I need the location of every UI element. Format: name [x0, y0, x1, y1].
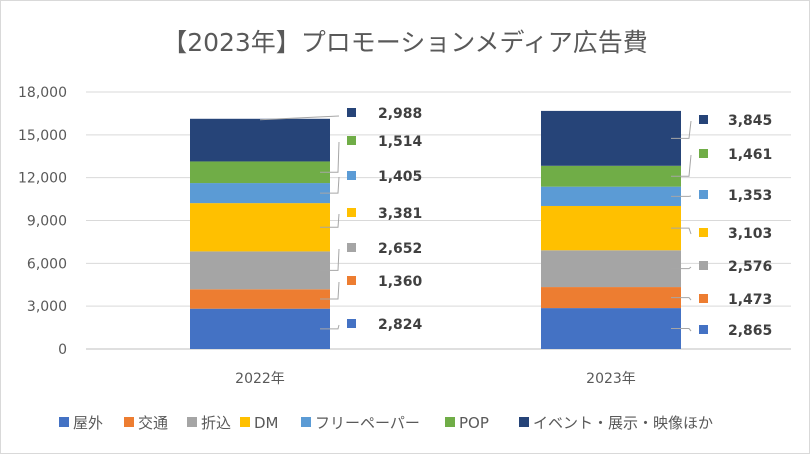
legend-swatch [187, 417, 197, 427]
data-label: 3,845 [728, 113, 772, 129]
bar-segment-1-4 [190, 203, 330, 252]
leader-line [320, 176, 340, 194]
leader-line [671, 297, 692, 301]
y-tick-label: 3,000 [27, 299, 67, 315]
data-label: 2,576 [728, 259, 772, 275]
legend-swatch [445, 417, 455, 427]
label-marker [699, 228, 708, 237]
label-marker [699, 115, 708, 124]
bar-segment-1-6 [190, 161, 330, 184]
bar-segment-2-6 [541, 165, 681, 187]
leader-line [671, 227, 692, 235]
leader-line [320, 281, 340, 300]
bar-segment-2-4 [541, 205, 681, 251]
legend-swatch [124, 417, 134, 427]
data-label: 2,988 [378, 106, 422, 122]
bars [190, 110, 681, 349]
bar-segment-1-2 [190, 289, 330, 309]
y-tick-label: 9,000 [27, 214, 67, 230]
y-tick-label: 0 [58, 342, 67, 358]
label-marker [347, 171, 356, 180]
label-marker [347, 276, 356, 285]
data-labels: 2,824 1,360 2,652 3,381 1,405 1,514 2,988 2,865… [347, 106, 772, 339]
y-tick-label: 18,000 [18, 85, 67, 101]
legend-swatch [301, 417, 311, 427]
label-marker [347, 108, 356, 117]
leader-line [320, 324, 340, 330]
data-label: 1,353 [728, 188, 772, 204]
x-axis: 2022年 2023年 [235, 371, 636, 387]
label-marker [347, 319, 356, 328]
bar-segment-2-7 [541, 110, 681, 166]
label-marker [699, 261, 708, 270]
y-tick-label: 15,000 [18, 128, 67, 144]
data-label: 1,360 [378, 274, 423, 290]
legend-label: フリーペーパー [315, 414, 420, 432]
y-tick-label: 6,000 [27, 256, 67, 272]
bar-segment-1-1 [190, 308, 330, 349]
data-label: 3,103 [728, 226, 772, 242]
data-label: 1,514 [378, 134, 423, 150]
label-marker [699, 149, 708, 158]
leader-line [671, 154, 692, 177]
leader-line [320, 141, 340, 173]
data-label: 1,461 [728, 147, 772, 163]
y-axis: 0 3,000 6,000 9,000 12,000 15,000 18,000 [18, 85, 67, 358]
data-label: 2,865 [728, 323, 772, 339]
legend-label: 折込 [201, 414, 231, 432]
leader-line [259, 115, 340, 121]
bar-segment-2-1 [541, 308, 681, 349]
bar-segment-1-5 [190, 183, 330, 204]
leader-line [671, 328, 692, 332]
label-marker [347, 208, 356, 217]
label-marker [699, 294, 708, 303]
legend-label: POP [459, 414, 489, 432]
legend-label: 屋外 [73, 414, 103, 432]
bar-segment-2-2 [541, 287, 681, 309]
bar-segment-2-5 [541, 186, 681, 206]
leader-line [320, 213, 340, 228]
data-label: 2,824 [378, 317, 423, 333]
chart-title: 【2023年】プロモーションメディア広告費 [162, 28, 648, 57]
legend-swatch [59, 417, 69, 427]
legend-label: 交通 [138, 414, 168, 432]
label-marker [347, 243, 356, 252]
legend-label: DM [254, 414, 279, 432]
label-marker [347, 136, 356, 145]
legend: 屋外 交通 折込 DM フリーペーパー POP イベント・展示・映像ほか [59, 414, 713, 432]
bar-segment-1-7 [190, 118, 330, 162]
leader-lines [259, 115, 692, 332]
leader-line [320, 248, 340, 271]
leader-line [671, 266, 692, 270]
data-label: 3,381 [378, 206, 422, 222]
label-marker [699, 190, 708, 199]
data-label: 1,473 [728, 292, 772, 308]
legend-swatch [240, 417, 250, 427]
leader-line [671, 120, 692, 139]
bar-segment-1-3 [190, 251, 330, 290]
data-label: 2,652 [378, 241, 422, 257]
x-tick-label: 2023年 [586, 371, 636, 387]
legend-label: イベント・展示・映像ほか [533, 414, 713, 432]
data-label: 1,405 [378, 169, 422, 185]
legend-swatch [519, 417, 529, 427]
bar-segment-2-3 [541, 250, 681, 288]
label-marker [699, 325, 708, 334]
y-tick-label: 12,000 [18, 171, 67, 187]
x-tick-label: 2022年 [235, 371, 285, 387]
